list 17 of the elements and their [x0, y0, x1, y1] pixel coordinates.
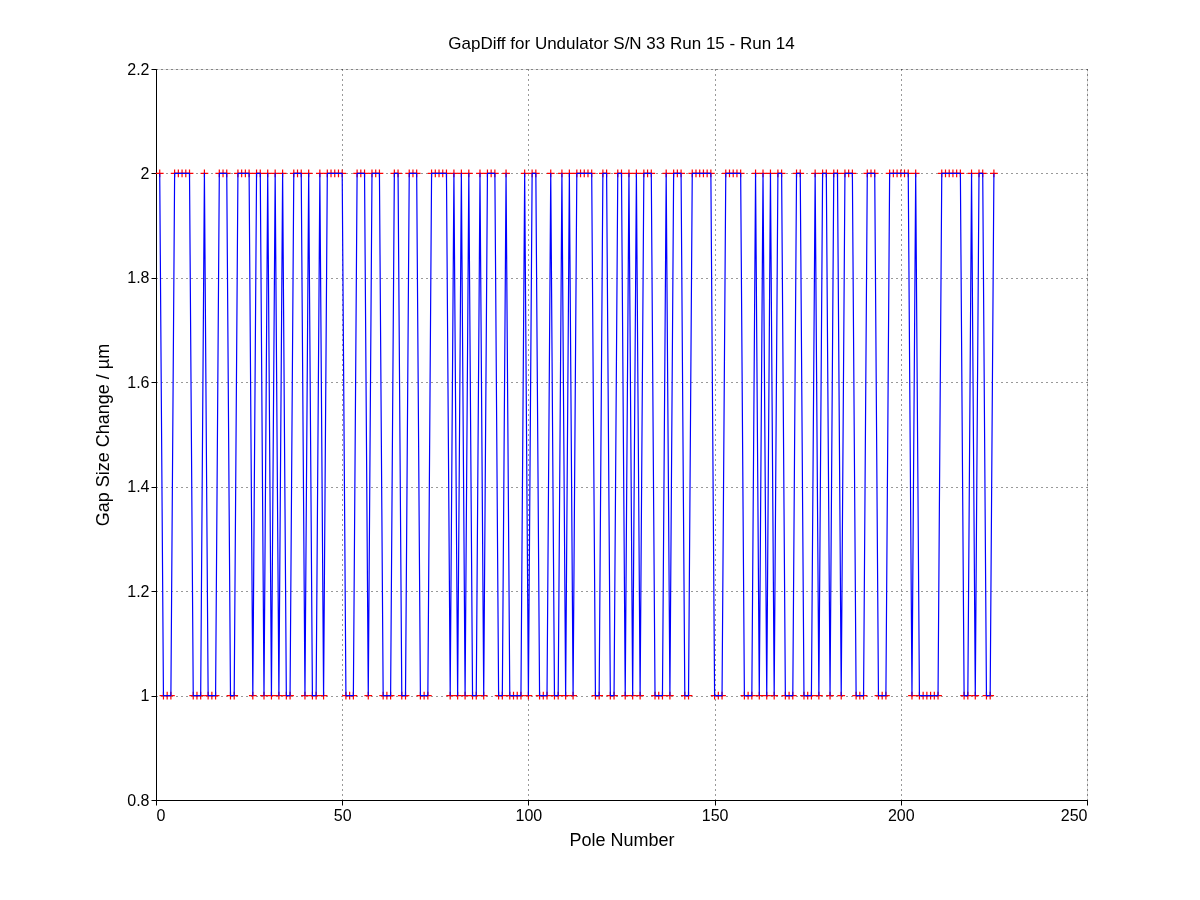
chart-title: GapDiff for Undulator S/N 33 Run 15 - Run 14: [448, 34, 795, 53]
x-tick-label: 0: [156, 806, 166, 824]
x-tick-label: 250: [1060, 806, 1088, 824]
y-tick-label: 1.8: [127, 269, 150, 287]
x-tick-label: 100: [515, 806, 543, 824]
y-tick-label: 2.2: [127, 60, 150, 78]
x-tick-label: 200: [887, 806, 915, 824]
y-tick-label: 1.4: [127, 478, 150, 496]
x-axis-title: Pole Number: [569, 829, 675, 850]
y-tick-label: 0.8: [127, 791, 150, 809]
x-tick-label: 50: [333, 806, 352, 824]
y-tick-label: 1.6: [127, 373, 150, 391]
y-tick-label: 1.2: [127, 582, 150, 600]
x-tick-label: 150: [701, 806, 729, 824]
y-tick-label: 2: [140, 164, 150, 182]
y-tick-label: 1: [140, 687, 150, 705]
y-axis-title: Gap Size Change / µm: [93, 343, 114, 527]
